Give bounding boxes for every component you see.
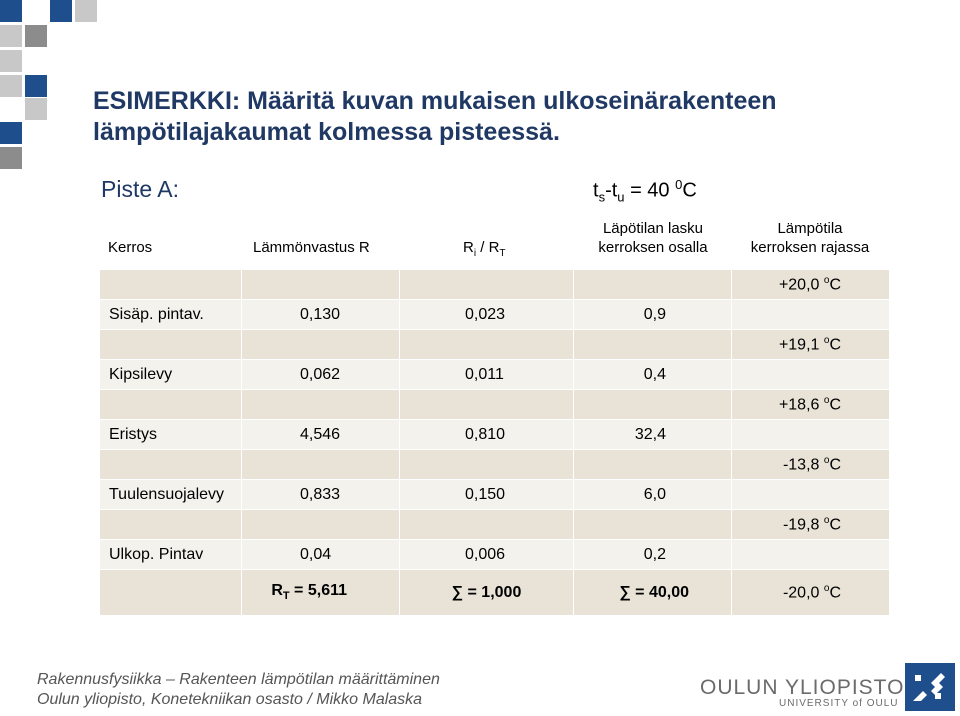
temperature-table: +20,0 oC Sisäp. pintav. 0,130 0,023 0,9 …: [99, 269, 890, 616]
layer-name: Ulkop. Pintav: [99, 539, 242, 570]
boundary-temp: +19,1 oC: [731, 329, 890, 360]
table-row: Eristys 4,546 0,810 32,4: [99, 419, 890, 450]
layer-drop: 0,4: [573, 359, 732, 390]
layer-ratio: 0,023: [399, 299, 574, 330]
sum-drop: ∑ = 40,00: [573, 569, 732, 616]
layer-drop: 0,2: [573, 539, 732, 570]
footer-line1: Rakennusfysiikka – Rakenteen lämpötilan …: [37, 671, 440, 688]
table-row: +20,0 oC: [99, 269, 890, 300]
boundary-temp: -20,0 oC: [731, 569, 890, 616]
table-row: Tuulensuojalevy 0,833 0,150 6,0: [99, 479, 890, 510]
table-row: Kipsilevy 0,062 0,011 0,4: [99, 359, 890, 390]
temperature-difference: ts-tu = 40 0C: [593, 177, 697, 205]
table-row: -19,8 oC: [99, 509, 890, 540]
totals-row: RT = 5,611 ∑ = 1,000 ∑ = 40,00 -20,0 oC: [99, 569, 890, 616]
header-kerros: Kerros: [108, 239, 153, 256]
layer-r: 4,546: [241, 419, 400, 450]
layer-r: 0,04: [241, 539, 400, 570]
boundary-temp: -13,8 oC: [731, 449, 890, 480]
table-row: Ulkop. Pintav 0,04 0,006 0,2: [99, 539, 890, 570]
layer-r: 0,130: [241, 299, 400, 330]
boundary-temp: +18,6 oC: [731, 389, 890, 420]
layer-name: Tuulensuojalevy: [99, 479, 242, 510]
header-lammonvastus: Lämmönvastus R: [253, 239, 370, 256]
table-row: +19,1 oC: [99, 329, 890, 360]
layer-drop: 0,9: [573, 299, 732, 330]
university-logo-subtext: UNIVERSITY of OULU: [779, 698, 899, 709]
layer-r: 0,062: [241, 359, 400, 390]
layer-drop: 32,4: [573, 419, 732, 450]
layer-ratio: 0,150: [399, 479, 574, 510]
layer-r: 0,833: [241, 479, 400, 510]
header-ratio: Ri / RT: [463, 239, 506, 259]
layer-ratio: 0,011: [399, 359, 574, 390]
header-lasku: Läpötilan lasku kerroksen osalla: [598, 220, 708, 256]
slide-title: ESIMERKKI: Määritä kuvan mukaisen ulkose…: [93, 87, 777, 146]
piste-label: Piste A:: [101, 176, 179, 202]
sum-ratio: ∑ = 1,000: [399, 569, 574, 616]
boundary-temp: -19,8 oC: [731, 509, 890, 540]
layer-drop: 6,0: [573, 479, 732, 510]
total-r: RT = 5,611: [241, 569, 400, 616]
footer: Rakennusfysiikka – Rakenteen lämpötilan …: [37, 670, 440, 710]
boundary-temp: +20,0 oC: [731, 269, 890, 300]
layer-ratio: 0,006: [399, 539, 574, 570]
table-row: +18,6 oC: [99, 389, 890, 420]
university-logo-text: OULUN YLIOPISTO: [700, 676, 905, 699]
layer-name: Eristys: [99, 419, 242, 450]
table-row: Sisäp. pintav. 0,130 0,023 0,9: [99, 299, 890, 330]
layer-name: Kipsilevy: [99, 359, 242, 390]
footer-line2: Oulun yliopisto, Konetekniikan osasto / …: [37, 691, 423, 708]
university-logo-icon: [905, 663, 955, 711]
layer-ratio: 0,810: [399, 419, 574, 450]
header-lampotila: Lämpötila kerroksen rajassa: [750, 220, 870, 256]
table-row: -13,8 oC: [99, 449, 890, 480]
layer-name: Sisäp. pintav.: [99, 299, 242, 330]
